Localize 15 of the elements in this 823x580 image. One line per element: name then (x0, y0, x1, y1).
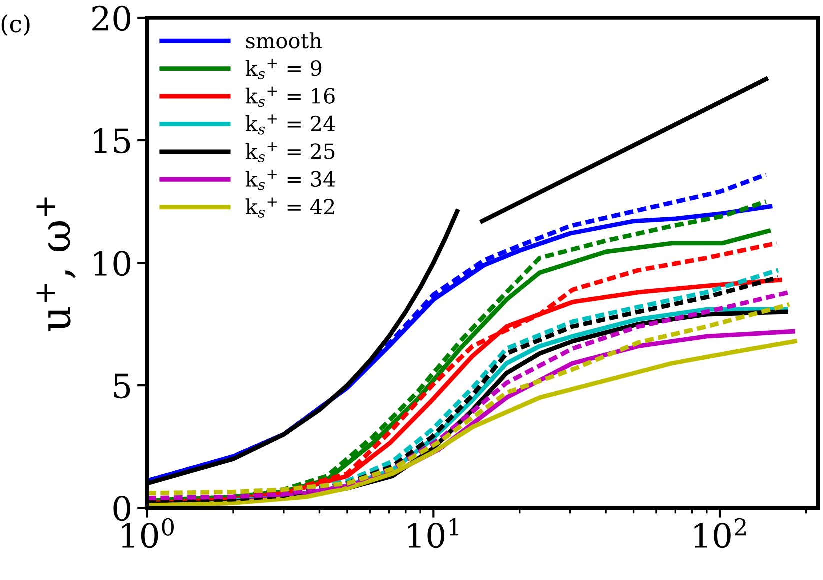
legend-label: k$_{s}$$^{+}$ = 42 (246, 198, 334, 218)
y-tick-label: 10 (94, 250, 131, 276)
legend-label: k$_{s}$$^{+}$ = 16 (246, 86, 335, 108)
y-tick-label: 15 (94, 128, 130, 154)
legend-label: smooth (246, 32, 322, 49)
x-tick-label: 10$^{1}$ (408, 518, 459, 548)
legend-label: k$_{s}$$^{+}$ = 25 (246, 142, 335, 163)
y-tick-label: 5 (114, 374, 130, 399)
chart-title: (c) (2, 14, 30, 36)
y-axis-title: u$^{+}$, ω$^{+}$ (36, 198, 76, 332)
legend-label: k$_{s}$$^{+}$ = 34 (246, 170, 336, 190)
y-tick-label: 20 (92, 6, 131, 32)
legend-label: k$_{s}$$^{+}$ = 9 (246, 59, 322, 80)
x-tick-label: 10$^{2}$ (694, 518, 746, 548)
legend-label: k$_{s}$$^{+}$ = 24 (246, 114, 336, 135)
